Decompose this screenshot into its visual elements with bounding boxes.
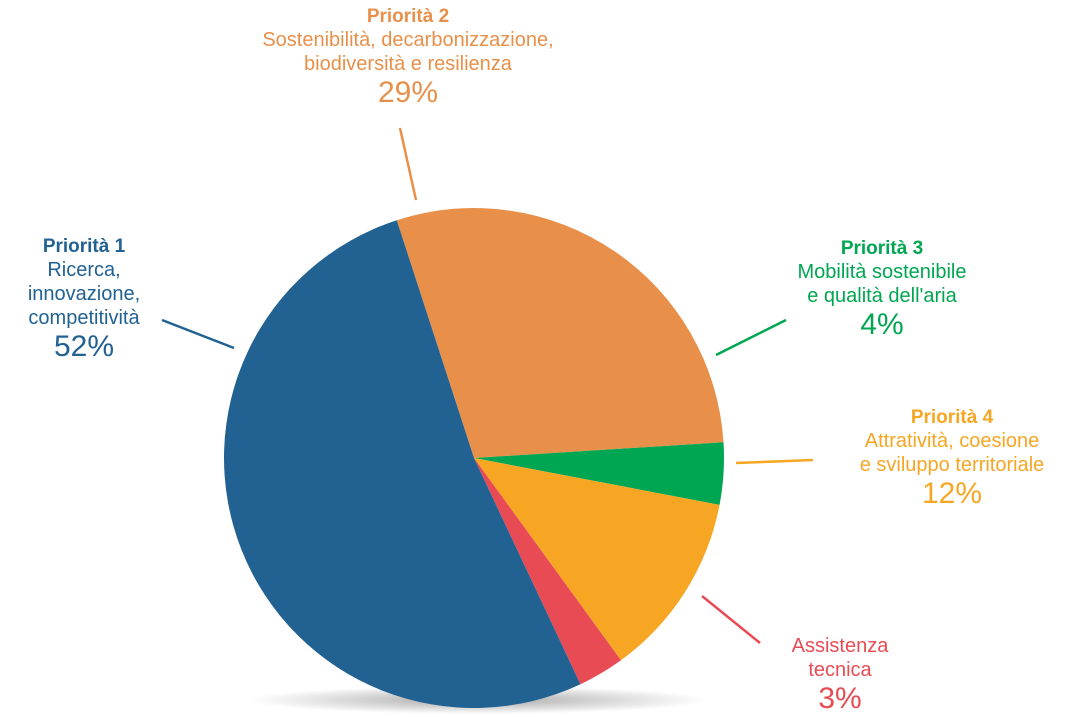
slice-description: competitività bbox=[28, 307, 140, 329]
slice-label-1: Priorità 1Ricerca,innovazione,competitiv… bbox=[28, 236, 141, 363]
pie-slice-2 bbox=[396, 208, 724, 458]
slice-description: Ricerca, bbox=[47, 259, 120, 281]
slice-description: tecnica bbox=[808, 659, 872, 681]
slice-percentage: 12% bbox=[922, 477, 982, 510]
slice-description: e sviluppo territoriale bbox=[860, 454, 1045, 476]
slice-percentage: 29% bbox=[378, 76, 438, 109]
pie-slice-3 bbox=[474, 442, 724, 505]
slice-percentage: 52% bbox=[54, 330, 114, 363]
leader-line-5 bbox=[701, 595, 761, 644]
slice-title: Priorità 3 bbox=[841, 238, 923, 259]
slice-description: Mobilità sostenibile bbox=[798, 261, 967, 283]
leader-line-2 bbox=[398, 127, 418, 201]
pie-slice-1 bbox=[224, 220, 581, 708]
slice-percentage: 4% bbox=[860, 308, 903, 341]
slice-description: Sostenibilità, decarbonizzazione, bbox=[262, 29, 553, 51]
slice-title: Priorità 1 bbox=[43, 236, 126, 257]
slice-percentage: 3% bbox=[818, 682, 861, 715]
slice-description: innovazione, bbox=[28, 283, 140, 305]
slice-description: Attratività, coesione bbox=[865, 430, 1040, 452]
slice-description: e qualità dell'aria bbox=[807, 285, 957, 307]
slice-description: Assistenza bbox=[792, 635, 890, 657]
leader-line-4 bbox=[735, 458, 814, 465]
pie-slice-5 bbox=[474, 458, 621, 685]
leader-line-1 bbox=[161, 318, 235, 350]
leader-line-3 bbox=[715, 318, 787, 357]
slice-description: biodiversità e resilienza bbox=[304, 53, 513, 75]
pie-slice-4 bbox=[474, 458, 720, 661]
slice-title: Priorità 4 bbox=[911, 407, 994, 428]
slice-title: Priorità 2 bbox=[367, 6, 449, 27]
